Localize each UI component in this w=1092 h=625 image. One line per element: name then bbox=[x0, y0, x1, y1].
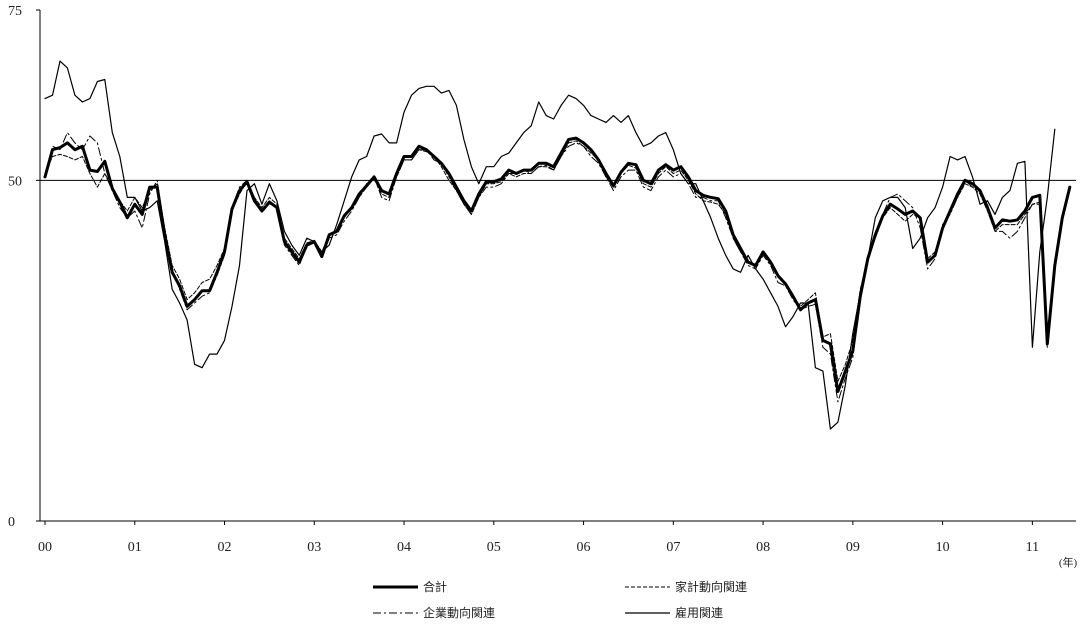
y-tick-label: 0 bbox=[8, 515, 15, 530]
x-tick-label: 02 bbox=[218, 540, 232, 555]
x-tick-label: 04 bbox=[397, 540, 411, 555]
x-tick-label: 11 bbox=[1026, 540, 1039, 555]
x-tick-label: 00 bbox=[38, 540, 52, 555]
series-lines bbox=[43, 60, 1072, 430]
x-tick-label: 09 bbox=[846, 540, 860, 555]
series-line-thin-solid bbox=[44, 60, 1056, 430]
x-tick-label: 08 bbox=[756, 540, 770, 555]
legend-label: 家計動向関連 bbox=[675, 579, 747, 594]
y-tick-label: 75 bbox=[8, 4, 22, 19]
series-line-dash-dot bbox=[44, 132, 1071, 403]
y-tick-label: 50 bbox=[8, 174, 22, 189]
x-tick-label: 05 bbox=[487, 540, 501, 555]
y-tick-labels: 0 50 75 bbox=[8, 4, 40, 530]
x-tick-label: 07 bbox=[666, 540, 680, 555]
legend-label: 企業動向関連 bbox=[423, 605, 495, 620]
x-tick-label: 01 bbox=[128, 540, 142, 555]
x-tick-label: 06 bbox=[577, 540, 591, 555]
legend-label: 合計 bbox=[423, 579, 447, 594]
legend-label: 雇用関連 bbox=[675, 605, 723, 620]
x-tick-label: 03 bbox=[307, 540, 321, 555]
plot-axes bbox=[39, 10, 1076, 522]
x-axis-unit-label: (年) bbox=[1059, 555, 1078, 569]
x-tick-labels: 00 01 02 03 04 05 06 07 08 09 10 11 bbox=[38, 521, 1039, 555]
series-line-thick-solid bbox=[43, 136, 1072, 393]
x-tick-label: 10 bbox=[936, 540, 950, 555]
series-line-dashed bbox=[44, 140, 1071, 382]
